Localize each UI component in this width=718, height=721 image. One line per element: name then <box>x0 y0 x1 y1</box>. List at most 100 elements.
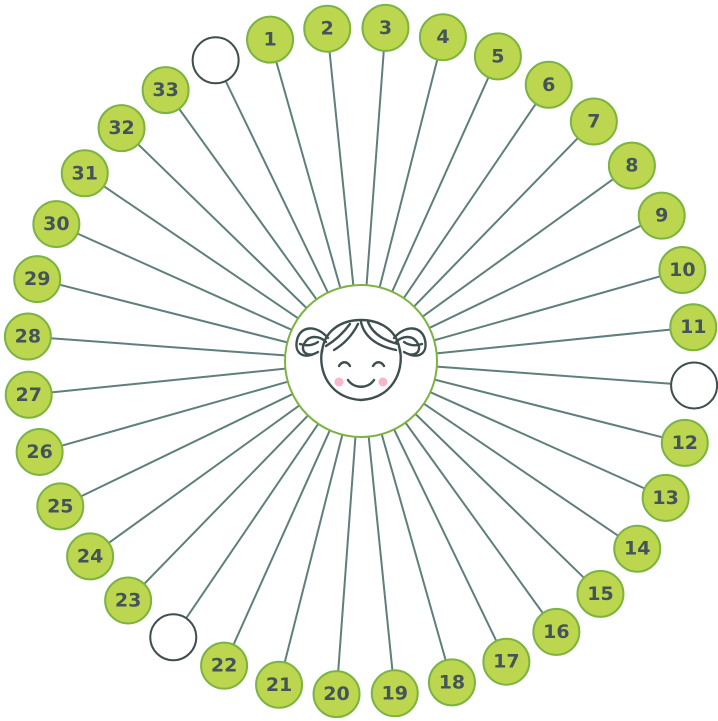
number-node: 1 <box>246 15 295 64</box>
empty-node-circle <box>670 361 718 410</box>
spoke-line <box>402 103 537 299</box>
spoke-line <box>414 413 585 579</box>
center-hub <box>284 284 438 438</box>
spoke-line <box>185 423 320 619</box>
number-node: 16 <box>532 607 581 656</box>
number-node-circle <box>607 141 656 190</box>
number-node: 6 <box>524 60 573 109</box>
number-node: 10 <box>658 246 707 295</box>
number-node: 29 <box>13 255 62 304</box>
number-node-circle <box>482 637 531 686</box>
number-node: 22 <box>200 641 249 690</box>
spoke-line <box>178 108 318 300</box>
node-label: 16 <box>543 621 569 643</box>
node-label: 26 <box>26 441 52 463</box>
node-label: 27 <box>15 384 41 406</box>
number-node-circle <box>637 191 686 240</box>
number-node-circle <box>104 576 153 625</box>
number-node: 26 <box>15 427 64 476</box>
spoke-line <box>429 391 646 490</box>
node-label: 31 <box>72 162 98 184</box>
number-node: 14 <box>613 524 662 573</box>
spoke-line <box>393 428 498 642</box>
empty-node-circle <box>149 613 198 662</box>
spoke-line <box>275 61 342 289</box>
number-node-circle <box>200 641 249 690</box>
number-node-circle <box>669 303 718 352</box>
number-node-circle <box>4 370 53 419</box>
node-label: 32 <box>108 117 134 139</box>
node-label: 33 <box>152 79 178 101</box>
number-node-circle <box>613 524 662 573</box>
hub-circle <box>284 284 438 438</box>
spoke-line <box>436 365 672 385</box>
number-node-circle <box>60 149 109 198</box>
number-node-circle <box>303 4 352 53</box>
node-label: 13 <box>652 487 678 509</box>
spoke-line <box>80 393 294 498</box>
number-node: 11 <box>669 303 718 352</box>
number-node: 21 <box>255 660 304 709</box>
number-node-circle <box>255 660 304 709</box>
spoke-line <box>103 185 299 320</box>
number-node-circle <box>3 312 52 361</box>
number-node-circle <box>36 482 85 531</box>
number-node: 20 <box>312 670 361 719</box>
spoke-line <box>365 50 385 286</box>
spoke-line <box>61 380 289 447</box>
number-node-circle <box>66 532 115 581</box>
number-node-circle <box>141 66 190 115</box>
spoke-line <box>434 378 663 439</box>
spoke-line <box>337 436 357 672</box>
number-node-circle <box>246 15 295 64</box>
number-node-circle <box>473 32 522 81</box>
number-node-circle <box>576 569 625 618</box>
spoke-line <box>232 429 331 646</box>
number-node: 8 <box>607 141 656 190</box>
spoke-line <box>423 402 619 537</box>
node-label: 15 <box>587 583 613 605</box>
empty-node <box>670 361 718 410</box>
node-label: 17 <box>493 651 519 673</box>
node-label: 24 <box>77 545 103 567</box>
node-label: 3 <box>379 17 392 39</box>
spoke-line <box>436 328 671 355</box>
number-node-circle <box>15 427 64 476</box>
numbered-nodes: 1 2 3 4567891011121314151617181920212223242… <box>3 3 718 719</box>
spoke-line <box>433 275 661 342</box>
number-node: 24 <box>66 532 115 581</box>
number-node: 3 <box>361 3 410 52</box>
number-node: 7 <box>569 97 618 146</box>
spoke-line <box>404 422 544 614</box>
number-node-circle <box>32 200 81 249</box>
number-node-circle <box>13 255 62 304</box>
number-node-circle <box>641 473 690 522</box>
node-label: 5 <box>491 45 504 67</box>
number-node: 31 <box>60 149 109 198</box>
node-label: 14 <box>624 538 650 560</box>
spoke-line <box>367 436 394 671</box>
node-label: 20 <box>323 683 349 705</box>
spoke-line <box>391 76 490 293</box>
node-label: 9 <box>655 205 668 227</box>
number-node: 27 <box>4 370 53 419</box>
number-node-circle <box>97 104 146 153</box>
number-node-circle <box>569 97 618 146</box>
node-label: 7 <box>587 111 600 133</box>
number-node-circle <box>427 658 476 707</box>
number-node: 4 <box>418 13 467 62</box>
spoke-line <box>108 404 300 544</box>
node-label: 8 <box>625 155 638 177</box>
empty-node <box>149 613 198 662</box>
number-node: 25 <box>36 482 85 531</box>
spoke-line <box>51 367 286 394</box>
number-node-circle <box>418 13 467 62</box>
empty-node-circle <box>191 36 240 85</box>
node-label: 22 <box>211 655 237 677</box>
number-node-circle <box>532 607 581 656</box>
empty-node <box>191 36 240 85</box>
number-node: 18 <box>427 658 476 707</box>
number-node: 5 <box>473 32 522 81</box>
